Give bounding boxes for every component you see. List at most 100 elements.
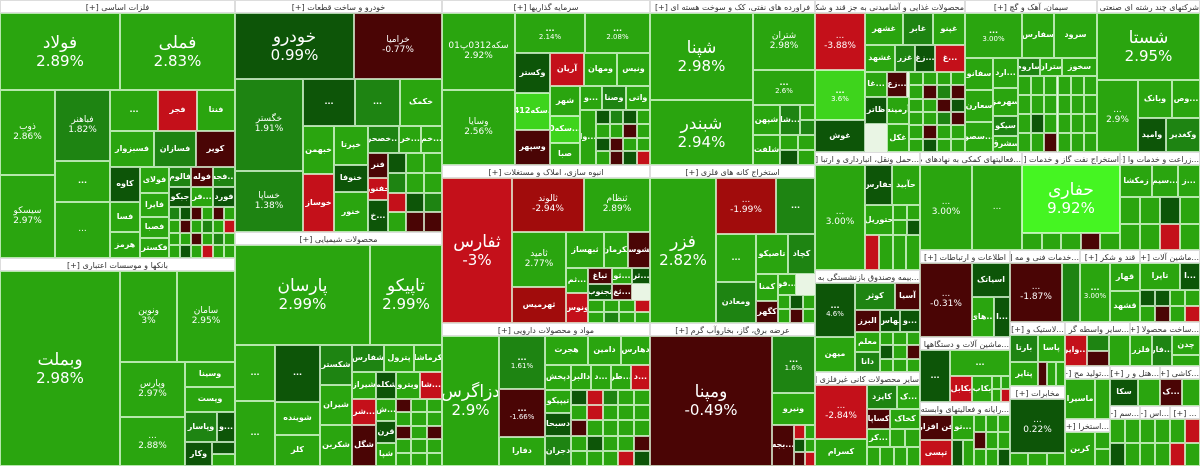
stock-tile-small[interactable]: [890, 429, 905, 447]
stock-tile[interactable]: غوش: [815, 120, 865, 152]
stock-tile-small[interactable]: [213, 245, 224, 258]
stock-tile[interactable]: وپست: [185, 387, 235, 412]
stock-tile-small[interactable]: [923, 112, 937, 126]
stock-tile-small[interactable]: [169, 219, 180, 233]
stock-tile-small[interactable]: [406, 212, 424, 232]
stock-tile-small[interactable]: [1038, 362, 1047, 386]
stock-tile-small[interactable]: [1155, 306, 1170, 322]
stock-tile[interactable]: ...خصحر: [368, 126, 399, 153]
stock-tile-small[interactable]: [1018, 76, 1032, 95]
stock-tile[interactable]: ومپنا -0.49%: [650, 336, 772, 466]
stock-tile[interactable]: فصبا: [140, 217, 169, 238]
stock-tile-small[interactable]: [169, 245, 180, 258]
stock-tile-small[interactable]: [1185, 306, 1200, 322]
stock-tile-small[interactable]: [634, 390, 650, 406]
stock-tile-small[interactable]: [1057, 95, 1071, 114]
stock-tile-small[interactable]: [797, 135, 815, 150]
stock-tile[interactable]: دالبر: [571, 365, 591, 390]
stock-tile-small[interactable]: [634, 420, 650, 436]
stock-tile[interactable]: ...شا: [420, 372, 442, 399]
stock-tile-small[interactable]: [396, 439, 412, 453]
stock-tile-small[interactable]: [800, 105, 815, 120]
stock-tile-small[interactable]: [180, 232, 191, 246]
stock-tile-small[interactable]: [937, 98, 951, 112]
stock-tile-small[interactable]: [893, 345, 907, 359]
stock-tile-small[interactable]: [1031, 133, 1045, 152]
stock-tile[interactable]: ...ارد: [993, 58, 1018, 88]
stock-tile[interactable]: ...: [235, 401, 275, 466]
stock-tile-small[interactable]: [1057, 114, 1071, 133]
stock-tile[interactable]: ... 2.08%: [585, 13, 650, 53]
stock-tile-small[interactable]: [1083, 95, 1097, 114]
stock-tile-small[interactable]: [609, 123, 623, 138]
stock-tile-small[interactable]: [1110, 442, 1125, 466]
stock-tile[interactable]: ونیرو: [772, 393, 815, 425]
stock-tile-small[interactable]: [1018, 114, 1032, 133]
stock-tile[interactable]: خودرو 0.99%: [235, 13, 354, 79]
stock-tile[interactable]: ...فر: [191, 187, 213, 207]
stock-tile-small[interactable]: [1125, 442, 1140, 466]
stock-tile[interactable]: کایزد: [867, 385, 897, 409]
stock-tile-small[interactable]: [878, 235, 893, 270]
stock-tile[interactable]: وسینا: [185, 362, 235, 387]
stock-tile-small[interactable]: [1001, 376, 1010, 389]
stock-tile[interactable]: کگهر: [756, 301, 778, 323]
stock-tile-small[interactable]: [937, 112, 951, 126]
stock-tile[interactable]: حآبید: [892, 165, 920, 205]
sector-header[interactable]: بانکها و موسسات اعتباری [+]: [0, 258, 235, 271]
stock-tile-small[interactable]: [202, 232, 213, 246]
stock-tile-small[interactable]: [780, 150, 798, 165]
stock-tile-small[interactable]: [1070, 95, 1084, 114]
stock-tile-small[interactable]: [909, 85, 923, 99]
stock-tile[interactable]: ومعادن: [716, 282, 756, 323]
stock-tile-small[interactable]: [619, 311, 635, 323]
stock-tile[interactable]: ...فو: [778, 274, 796, 295]
stock-tile[interactable]: بکاب: [972, 376, 992, 402]
stock-tile-small[interactable]: [998, 415, 1010, 432]
stock-tile[interactable]: ثباغ: [588, 268, 612, 284]
stock-tile[interactable]: صبا: [550, 143, 580, 165]
stock-tile-small[interactable]: [618, 390, 635, 406]
sector-header[interactable]: فلزات اساسی [+]: [0, 0, 235, 13]
stock-tile-small[interactable]: [992, 376, 1001, 389]
stock-tile-small[interactable]: [909, 125, 923, 139]
sector-header[interactable]: مخابرات [+]: [1010, 386, 1065, 399]
stock-tile-small[interactable]: [790, 295, 803, 309]
stock-tile-small[interactable]: [426, 439, 442, 453]
stock-tile-small[interactable]: [586, 420, 603, 436]
stock-tile-small[interactable]: [636, 110, 650, 124]
stock-tile-small[interactable]: [180, 219, 191, 233]
stock-tile[interactable]: وسپهر: [515, 130, 550, 165]
stock-tile[interactable]: دسبحا: [545, 413, 571, 436]
stock-tile[interactable]: سکه0312پ01 2.92%: [442, 13, 515, 90]
stock-tile[interactable]: ...: [920, 350, 950, 402]
stock-tile-small[interactable]: [1185, 442, 1200, 466]
stock-tile-small[interactable]: [623, 137, 637, 152]
stock-tile-small[interactable]: [609, 110, 623, 124]
stock-tile-small[interactable]: [880, 447, 894, 466]
stock-tile-small[interactable]: [1031, 95, 1045, 114]
stock-tile-small[interactable]: [790, 309, 803, 323]
stock-tile[interactable]: ...: [55, 202, 110, 258]
stock-tile-small[interactable]: [1095, 449, 1110, 466]
stock-tile[interactable]: خگستر 1.91%: [235, 79, 303, 171]
stock-tile[interactable]: سکا: [1110, 379, 1138, 406]
stock-tile[interactable]: دجران: [545, 436, 571, 466]
stock-tile-small[interactable]: [212, 442, 235, 454]
sector-header[interactable]: اطلاعات و ارتباطات [+]: [920, 250, 1010, 263]
stock-tile[interactable]: ویترو: [396, 372, 420, 399]
stock-tile-small[interactable]: [1170, 419, 1185, 443]
stock-tile[interactable]: فملی 2.83%: [120, 13, 235, 90]
stock-tile[interactable]: سامان 2.95%: [177, 271, 235, 362]
stock-tile-small[interactable]: [213, 207, 224, 220]
stock-tile[interactable]: کاوه: [110, 167, 140, 202]
stock-tile-small[interactable]: [623, 110, 637, 124]
stock-tile-small[interactable]: [1001, 389, 1010, 402]
stock-tile-small[interactable]: [1160, 197, 1180, 224]
stock-tile-small[interactable]: [802, 309, 815, 323]
stock-tile[interactable]: زمکشا: [1120, 165, 1152, 197]
stock-tile[interactable]: ثبهساز: [566, 232, 604, 268]
stock-tile-small[interactable]: [1022, 233, 1042, 250]
stock-tile[interactable]: ...خم: [421, 126, 442, 153]
stock-tile[interactable]: ...زع: [887, 72, 907, 97]
